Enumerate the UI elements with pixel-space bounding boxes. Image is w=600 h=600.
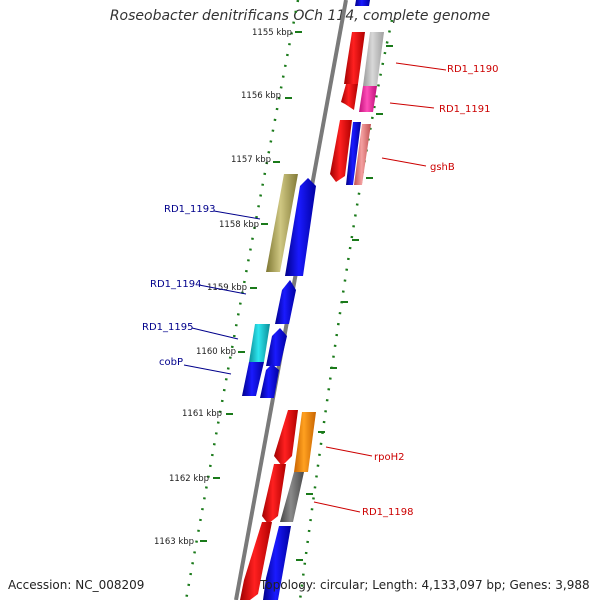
gene-rd1-1195-blue[interactable]	[266, 328, 287, 366]
gene-label-rd1-1193[interactable]: RD1_1193	[164, 204, 215, 215]
kbp-label: 1163 kbp	[154, 537, 194, 547]
gene-label-rd1-1190[interactable]: RD1_1190	[447, 64, 498, 75]
gene-rd1-1194-blue[interactable]	[275, 280, 296, 324]
gene-rpoh2-red[interactable]	[274, 410, 298, 466]
gene-label-rd1-1195[interactable]: RD1_1195	[142, 322, 193, 333]
gene-rd1-1193-blue[interactable]	[285, 178, 316, 276]
reverse-strand-genes	[242, 174, 316, 398]
genome-title: Roseobacter denitrificans OCh 114, compl…	[109, 8, 491, 24]
gene-bottom-red[interactable]	[240, 522, 272, 600]
gene-label-cobp[interactable]: cobP	[159, 357, 183, 368]
kbp-label: 1155 kbp	[252, 28, 292, 38]
gene-rd1-1190-red[interactable]	[344, 32, 365, 84]
gene-gshb-blue[interactable]	[346, 122, 361, 185]
kbp-label: 1162 kbp	[169, 474, 209, 484]
gene-rd1-1193-olive[interactable]	[266, 174, 298, 272]
gene-label-gshb[interactable]: gshB	[430, 162, 455, 173]
gene-rd1-1198-gray[interactable]	[280, 472, 304, 522]
kbp-label: 1159 kbp	[207, 283, 247, 293]
gene-segment-blue-top[interactable]	[355, 0, 370, 6]
gene-cobp-blue-a[interactable]	[242, 362, 264, 396]
kbp-label: 1158 kbp	[219, 220, 259, 230]
gene-labels: RD1_1190 RD1_1191 gshB RD1_1193 RD1_1194…	[142, 64, 498, 518]
gene-label-rd1-1191[interactable]: RD1_1191	[439, 104, 490, 115]
gene-gshb-pink[interactable]	[354, 124, 371, 185]
gene-label-rpoh2[interactable]: rpoH2	[374, 452, 404, 463]
label-leader-lines	[183, 62, 447, 513]
kbp-label: 1157 kbp	[231, 155, 271, 165]
gene-rd1-1195-cyan[interactable]	[249, 324, 270, 362]
forward-strand-genes	[240, 0, 384, 600]
gene-rd1-1190-gray[interactable]	[363, 32, 384, 86]
gene-rpoh2-orange[interactable]	[294, 412, 316, 472]
gene-bottom-blue[interactable]	[263, 526, 291, 600]
kbp-label: 1161 kbp	[182, 409, 222, 419]
kbp-tick-track-right	[298, 19, 394, 600]
gene-label-rd1-1198[interactable]: RD1_1198	[362, 507, 413, 518]
kbp-label: 1156 kbp	[241, 91, 281, 101]
genome-summary-text: Topology: circular; Length: 4,133,097 bp…	[260, 578, 590, 592]
accession-text: Accession: NC_008209	[8, 578, 145, 592]
gene-gshb-red[interactable]	[330, 120, 352, 182]
gene-rd1-1198-red[interactable]	[262, 464, 286, 524]
kbp-scale: 1155 kbp 1156 kbp 1157 kbp 1158 kbp 1159…	[154, 28, 393, 561]
gene-label-rd1-1194[interactable]: RD1_1194	[150, 279, 201, 290]
kbp-label: 1160 kbp	[196, 347, 236, 357]
gene-rd1-1191-red[interactable]	[341, 84, 358, 110]
gene-rd1-1191-magenta[interactable]	[359, 86, 377, 112]
gene-cobp-blue-b[interactable]	[260, 364, 279, 398]
